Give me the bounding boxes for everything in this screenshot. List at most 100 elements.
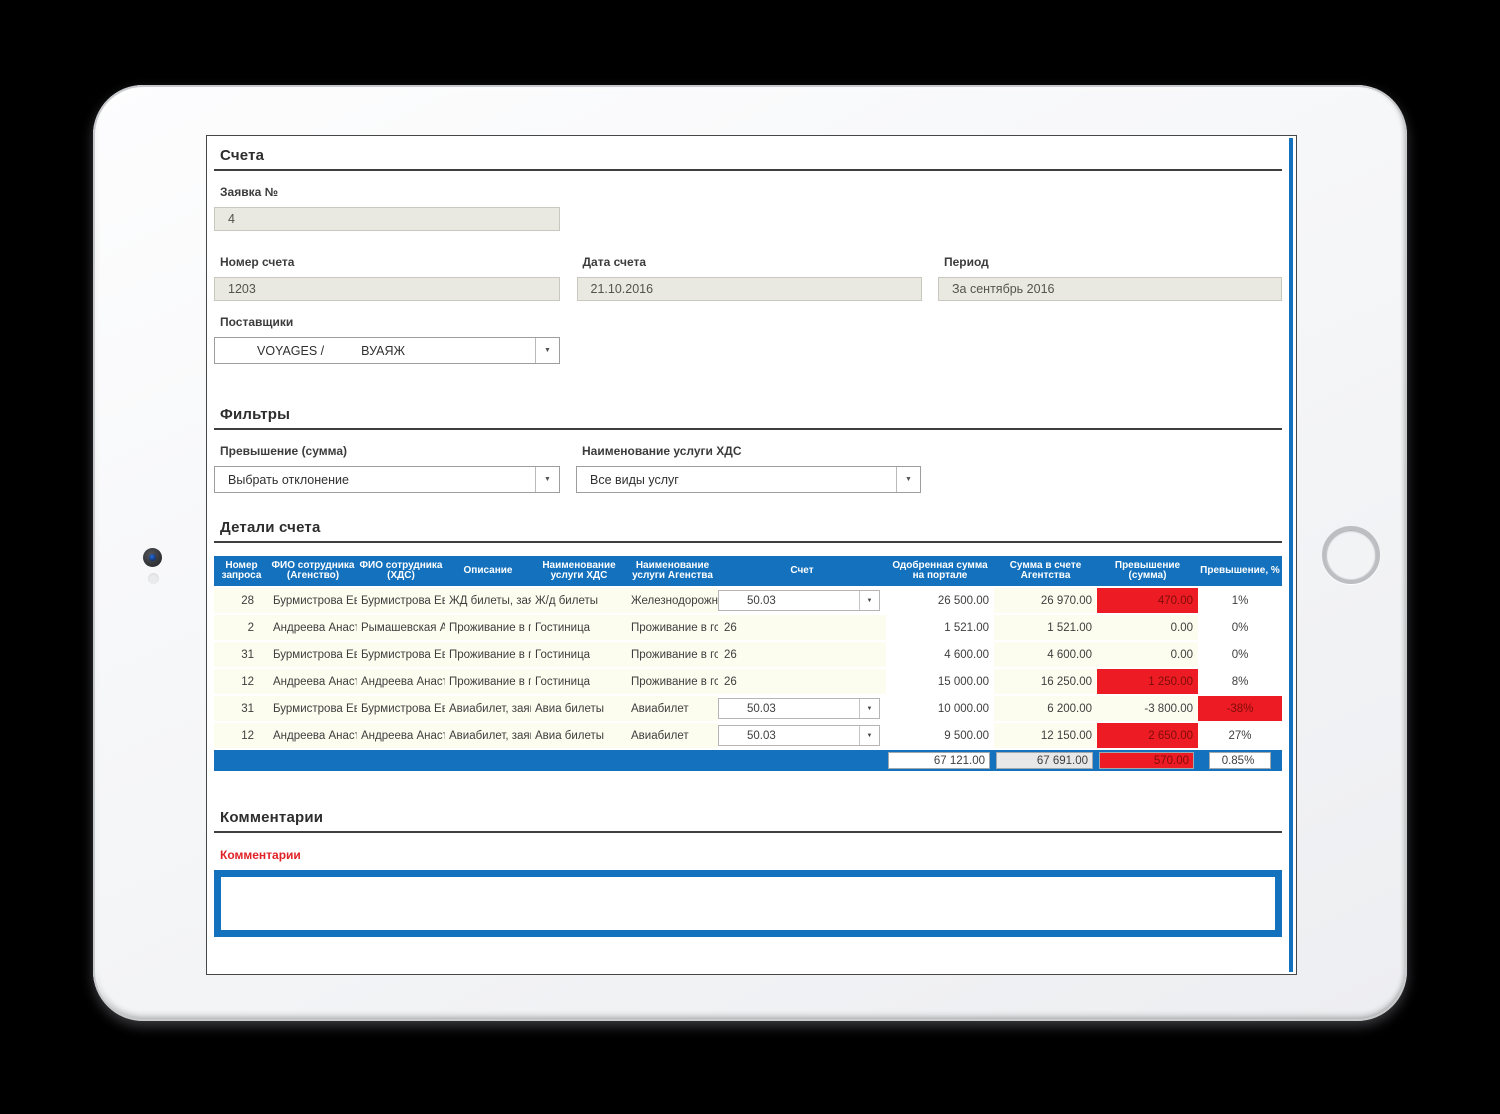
period-field: Период За сентябрь 2016 xyxy=(938,255,1282,301)
service-filter: Наименование услуги ХДС Все виды услуг ▼ xyxy=(576,444,921,493)
request-no-input[interactable]: 4 xyxy=(214,207,560,231)
approved-sum-cell: 15 000.00 xyxy=(886,669,994,694)
service-filter-dropdown[interactable]: Все виды услуг ▼ xyxy=(576,466,921,493)
account-value: 50.03 xyxy=(747,702,776,715)
light-sensor-icon xyxy=(148,573,159,584)
service-agency-cell: Авиабилет xyxy=(627,696,718,721)
chevron-down-icon: ▼ xyxy=(896,467,920,492)
account-cell: 26 xyxy=(718,642,886,667)
account-cell: 50.03 ▼ xyxy=(718,723,886,748)
service-hds-cell: Авиа билеты xyxy=(531,696,627,721)
invoice-date-input[interactable]: 21.10.2016 xyxy=(576,277,922,301)
details-table: Номер запроса ФИО сотрудника (Агенство) … xyxy=(214,556,1282,771)
details-section: Детали счета Номер запроса ФИО сотрудник… xyxy=(214,519,1282,771)
col-header-agency-employee: ФИО сотрудника (Агенство) xyxy=(271,560,355,581)
col-header-description: Описание xyxy=(463,565,513,576)
excess-pct-cell: 27% xyxy=(1198,723,1282,748)
excess-filter-dropdown[interactable]: Выбрать отклонение ▼ xyxy=(214,466,560,493)
supplier-value-cyrillic: ВУАЯЖ xyxy=(361,343,406,358)
camera-lens-icon xyxy=(149,554,156,561)
agency-sum-cell: 26 970.00 xyxy=(994,588,1097,613)
supplier-value-latin: VOYAGES / xyxy=(257,343,325,358)
excess-sum-cell: 0.00 xyxy=(1097,642,1198,667)
account-dropdown[interactable]: 50.03 ▼ xyxy=(718,725,880,746)
service-hds-cell: Гостиница xyxy=(531,669,627,694)
account-cell: 26 xyxy=(718,615,886,640)
details-totals-row: 67 121.00 67 691.00 570.00 0.85% xyxy=(214,750,1282,771)
request-no-cell: 31 xyxy=(214,642,269,667)
chevron-down-icon: ▼ xyxy=(535,338,559,363)
col-header-excess-sum: Превышение (сумма) xyxy=(1114,560,1181,581)
hds-employee-cell: Бурмистрова Евг xyxy=(357,696,445,721)
invoice-detail-row: 31 Бурмистрова Евг Бурмистрова Евг Проживан… xyxy=(214,642,1282,667)
agency-employee-cell: Бурмистрова Евг xyxy=(269,696,357,721)
request-no-cell: 28 xyxy=(214,588,269,613)
filters-title: Фильтры xyxy=(220,406,291,423)
agency-employee-cell: Андреева Анаста xyxy=(269,723,357,748)
col-header-request-no: Номер запроса xyxy=(221,560,262,581)
hds-employee-cell: Бурмистрова Евг xyxy=(357,642,445,667)
comments-section: Комментарии Комментарии xyxy=(214,809,1282,937)
suppliers-dropdown[interactable]: VOYAGES / ВУАЯЖ ▼ xyxy=(214,337,560,364)
invoice-date-label: Дата счета xyxy=(582,255,647,269)
section-divider xyxy=(214,428,1282,430)
approved-sum-cell: 4 600.00 xyxy=(886,642,994,667)
tablet-frame: Счета Заявка № 4 Номер счета 1203 Дата с… xyxy=(93,85,1407,1021)
invoice-detail-row: 12 Андреева Анаста Андреева Анаста Проживан… xyxy=(214,669,1282,694)
home-button xyxy=(1322,526,1380,584)
app-screen: Счета Заявка № 4 Номер счета 1203 Дата с… xyxy=(206,135,1297,975)
excess-sum-cell: 1 250.00 xyxy=(1097,669,1198,694)
suppliers-label: Поставщики xyxy=(220,315,294,329)
approved-sum-cell: 9 500.00 xyxy=(886,723,994,748)
agency-employee-cell: Андреева Анаста xyxy=(269,615,357,640)
account-dropdown[interactable]: 50.03 ▼ xyxy=(718,590,880,611)
agency-sum-cell: 12 150.00 xyxy=(994,723,1097,748)
invoice-fields-row: Номер счета 1203 Дата счета 21.10.2016 П… xyxy=(214,255,1282,301)
description-cell: Авиабилет, заяв xyxy=(445,696,531,721)
chevron-down-icon: ▼ xyxy=(859,591,879,610)
service-hds-cell: Гостиница xyxy=(531,615,627,640)
request-no-cell: 31 xyxy=(214,696,269,721)
agency-sum-cell: 16 250.00 xyxy=(994,669,1097,694)
service-filter-label: Наименование услуги ХДС xyxy=(582,444,742,458)
service-agency-cell: Проживание в гс xyxy=(627,642,718,667)
period-input[interactable]: За сентябрь 2016 xyxy=(938,277,1282,301)
hds-employee-cell: Бурмистрова Евг xyxy=(357,588,445,613)
agency-sum-cell: 4 600.00 xyxy=(994,642,1097,667)
approved-sum-cell: 10 000.00 xyxy=(886,696,994,721)
description-cell: Проживание в гс xyxy=(445,669,531,694)
approved-sum-cell: 26 500.00 xyxy=(886,588,994,613)
description-cell: Проживание в гс xyxy=(445,615,531,640)
invoice-date-field: Дата счета 21.10.2016 xyxy=(576,255,922,301)
service-hds-cell: Авиа билеты xyxy=(531,723,627,748)
service-filter-value: Все виды услуг xyxy=(590,472,679,487)
request-no-cell: 12 xyxy=(214,723,269,748)
excess-pct-cell: 8% xyxy=(1198,669,1282,694)
section-divider xyxy=(214,831,1282,833)
comments-textarea[interactable] xyxy=(214,870,1282,937)
vertical-scrollbar[interactable] xyxy=(1289,138,1293,972)
filters-row: Превышение (сумма) Выбрать отклонение ▼ … xyxy=(214,444,1282,493)
invoice-no-input[interactable]: 1203 xyxy=(214,277,560,301)
invoice-no-value: 1203 xyxy=(228,282,256,296)
period-label: Период xyxy=(944,255,989,269)
agency-sum-cell: 6 200.00 xyxy=(994,696,1097,721)
invoice-section: Счета Заявка № 4 Номер счета 1203 Дата с… xyxy=(214,136,1282,364)
col-header-account: Счет xyxy=(790,565,814,576)
excess-pct-cell: 0% xyxy=(1198,642,1282,667)
total-approved-sum: 67 121.00 xyxy=(888,752,990,769)
details-title: Детали счета xyxy=(220,519,321,536)
account-dropdown[interactable]: 50.03 ▼ xyxy=(718,698,880,719)
service-agency-cell: Проживание в гс xyxy=(627,669,718,694)
chevron-down-icon: ▼ xyxy=(535,467,559,492)
account-cell: 26 xyxy=(718,669,886,694)
total-agency-sum: 67 691.00 xyxy=(996,752,1093,769)
col-header-hds-employee: ФИО сотрудника (ХДС) xyxy=(359,560,443,581)
account-cell: 50.03 ▼ xyxy=(718,696,886,721)
request-no-cell: 12 xyxy=(214,669,269,694)
total-excess-sum: 570.00 xyxy=(1099,752,1194,769)
invoice-no-label: Номер счета xyxy=(220,255,295,269)
service-hds-cell: Гостиница xyxy=(531,642,627,667)
col-header-service-hds: Наименование услуги ХДС xyxy=(542,560,616,581)
chevron-down-icon: ▼ xyxy=(859,699,879,718)
